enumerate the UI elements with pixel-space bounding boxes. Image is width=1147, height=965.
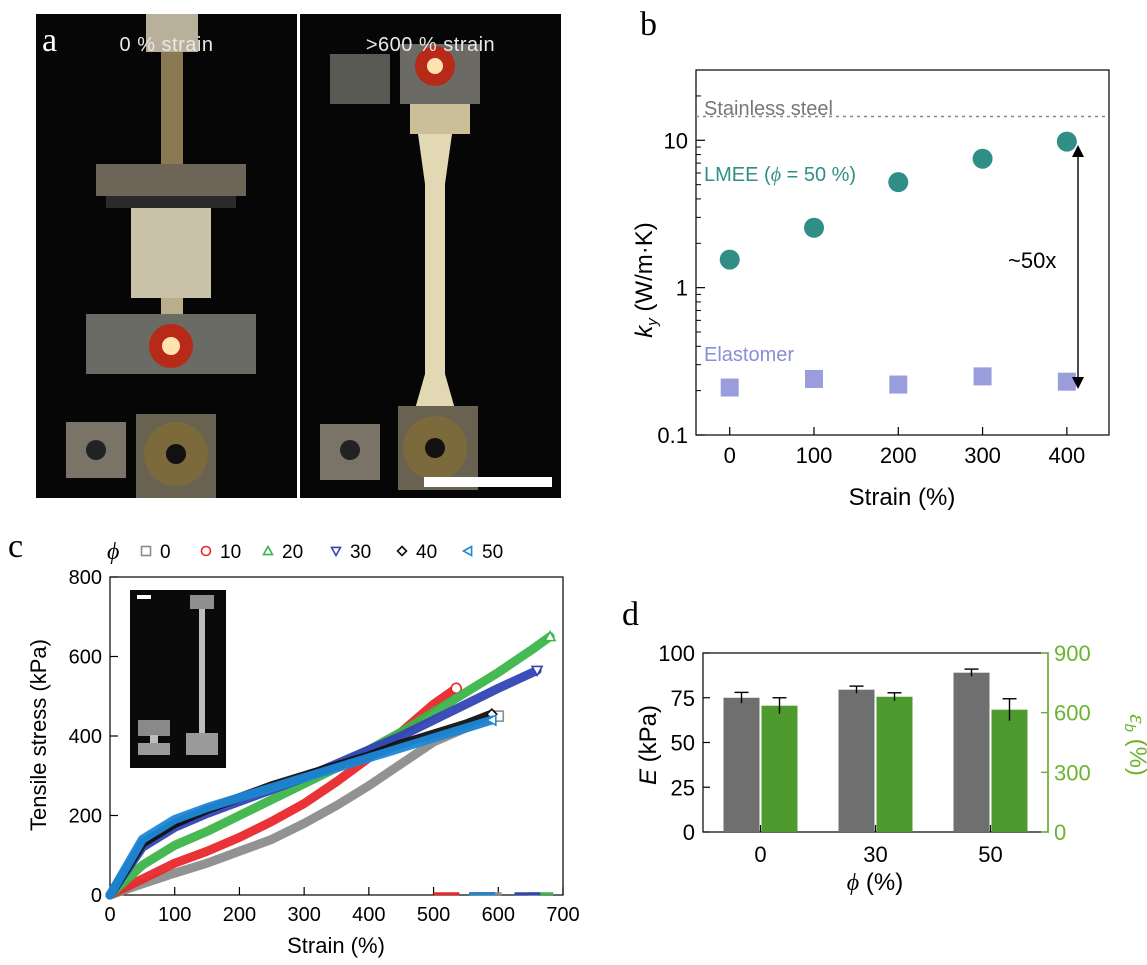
chart-c-legend-marker <box>330 546 342 558</box>
chart-c-xtick-label: 700 <box>546 904 579 926</box>
chart-c-xtick-label: 500 <box>417 904 450 926</box>
chart-b-elastomer-point <box>720 378 739 397</box>
chart-c: ϕ 0 10 20 30 40 50 0 100 200 300 400 500 600 700 0 200 4… <box>26 539 580 958</box>
chart-d-ytick-label: 0 <box>683 820 695 845</box>
chart-b-elastomer-point <box>973 367 992 386</box>
chart-c-xtick-label: 300 <box>287 904 320 926</box>
chart-b-xtick-label: 400 <box>1048 443 1085 468</box>
chart-c-legend-marker <box>200 545 212 557</box>
chart-b-lmee-point <box>972 148 993 169</box>
chart-d-bar-strain <box>876 696 913 832</box>
chart-b-elastomer-point <box>1057 372 1076 391</box>
chart-d-bar-modulus <box>723 697 760 832</box>
chart-d-ytick-label: 100 <box>658 641 695 666</box>
chart-c-end-point <box>485 713 497 727</box>
photo-zero-strain: a 0 % strain <box>36 14 297 498</box>
chart-b-steel-label: Stainless steel <box>704 98 833 120</box>
chart-b-elastomer-point <box>805 369 823 388</box>
chart-d-bar-strain <box>761 705 798 832</box>
scale-bar <box>424 477 552 487</box>
panel-d-label: d <box>622 596 639 633</box>
chart-c-legend-title: ϕ <box>107 539 119 565</box>
chart-b-ratio-label: ~50x <box>1008 248 1056 273</box>
chart-b-xtick-label: 200 <box>880 443 917 468</box>
chart-d-xlabel: ϕ (%) <box>847 869 903 896</box>
chart-b-xtick-label: 0 <box>724 443 736 468</box>
chart-c-legend-label: 40 <box>416 542 437 563</box>
chart-c-xtick-label: 100 <box>158 904 191 926</box>
chart-c-ytick-label: 200 <box>69 806 102 828</box>
panel-c-label: c <box>8 528 24 565</box>
chart-b-frame <box>695 69 1110 436</box>
chart-d-xtick-label: 0 <box>754 842 766 867</box>
chart-c-legend-label: 0 <box>160 542 171 563</box>
chart-d-ytick-label: 75 <box>671 686 695 711</box>
chart-c-legend-marker <box>396 545 408 557</box>
panel-b-label: b <box>640 6 657 43</box>
chart-c-xlabel: Strain (%) <box>287 933 385 958</box>
chart-b-ratio-arrow <box>1072 145 1084 389</box>
chart-d-y2tick-label: 600 <box>1054 701 1091 726</box>
chart-d-y2tick-label: 300 <box>1054 760 1091 785</box>
chart-c-end-point <box>543 629 557 642</box>
chart-c-ytick-label: 600 <box>69 647 102 669</box>
sample-high-strain <box>320 44 480 490</box>
chart-b-ytick-label: 1 <box>676 276 688 301</box>
chart-b-lmee-point <box>719 249 740 270</box>
chart-d-xtick-label: 30 <box>863 842 887 867</box>
chart-d-y2tick-label: 0 <box>1054 820 1066 845</box>
chart-c-ytick-label: 0 <box>91 885 102 907</box>
chart-d-ylabel: E (kPa) <box>635 705 662 785</box>
sample-zero-strain <box>66 14 256 498</box>
chart-b-ytick-label: 10 <box>664 128 688 153</box>
chart-c-legend-marker <box>140 545 152 557</box>
chart-c-ytick-label: 400 <box>69 726 102 748</box>
chart-c-legend-label: 10 <box>220 542 241 563</box>
chart-c-xtick-label: 0 <box>104 904 115 926</box>
chart-c-legend-label: 30 <box>350 542 371 563</box>
chart-d-bar-modulus <box>953 672 990 832</box>
chart-b: 0 100 200 300 400 0.1 1 10 Stainless steel LMEE… <box>631 69 1110 511</box>
high-strain-caption: >600 % strain <box>365 34 496 56</box>
chart-c-legend-label: 20 <box>282 542 303 563</box>
chart-c-ylabel: Tensile stress (kPa) <box>26 639 51 831</box>
photo-high-strain: >600 % strain <box>300 14 561 498</box>
chart-b-ytick-label: 0.1 <box>657 423 688 448</box>
zero-strain-caption: 0 % strain <box>119 34 214 56</box>
chart-b-ylabel: ky (W/m·K) <box>631 222 661 337</box>
chart-d-ytick-label: 50 <box>671 731 695 756</box>
chart-b-lmee-point <box>804 217 824 238</box>
chart-c-series-50 <box>105 715 497 900</box>
chart-c-end-point <box>530 665 544 678</box>
chart-d-xtick-label: 50 <box>978 842 1002 867</box>
chart-c-xtick-label: 200 <box>223 904 256 926</box>
chart-b-lmee-point <box>1056 131 1077 152</box>
chart-d-y2tick-label: 900 <box>1054 641 1091 666</box>
chart-c-inset-photo <box>130 590 226 768</box>
chart-b-lmee-point <box>888 172 909 193</box>
chart-d-ytick-label: 25 <box>671 775 695 800</box>
chart-b-xlabel: Strain (%) <box>849 484 956 511</box>
chart-b-xtick-label: 300 <box>964 443 1001 468</box>
chart-b-elastomer-point <box>889 375 908 394</box>
chart-b-lmee-label: LMEE (ϕ = 50 %) <box>704 164 856 186</box>
chart-c-xtick-label: 400 <box>352 904 385 926</box>
chart-c-legend-marker <box>461 545 473 557</box>
chart-b-elastomer-label: Elastomer <box>704 344 794 366</box>
chart-d-bar-strain <box>991 709 1028 832</box>
panel-a-label: a <box>42 22 58 59</box>
chart-b-xtick-label: 100 <box>796 443 833 468</box>
chart-c-legend-marker <box>262 544 274 556</box>
chart-c-ytick-label: 800 <box>69 567 102 589</box>
chart-d-bar-modulus <box>838 689 875 832</box>
chart-c-legend-label: 50 <box>482 542 503 563</box>
chart-d-y2label: εb (%) <box>1121 714 1147 776</box>
chart-c-xtick-label: 600 <box>482 904 515 926</box>
